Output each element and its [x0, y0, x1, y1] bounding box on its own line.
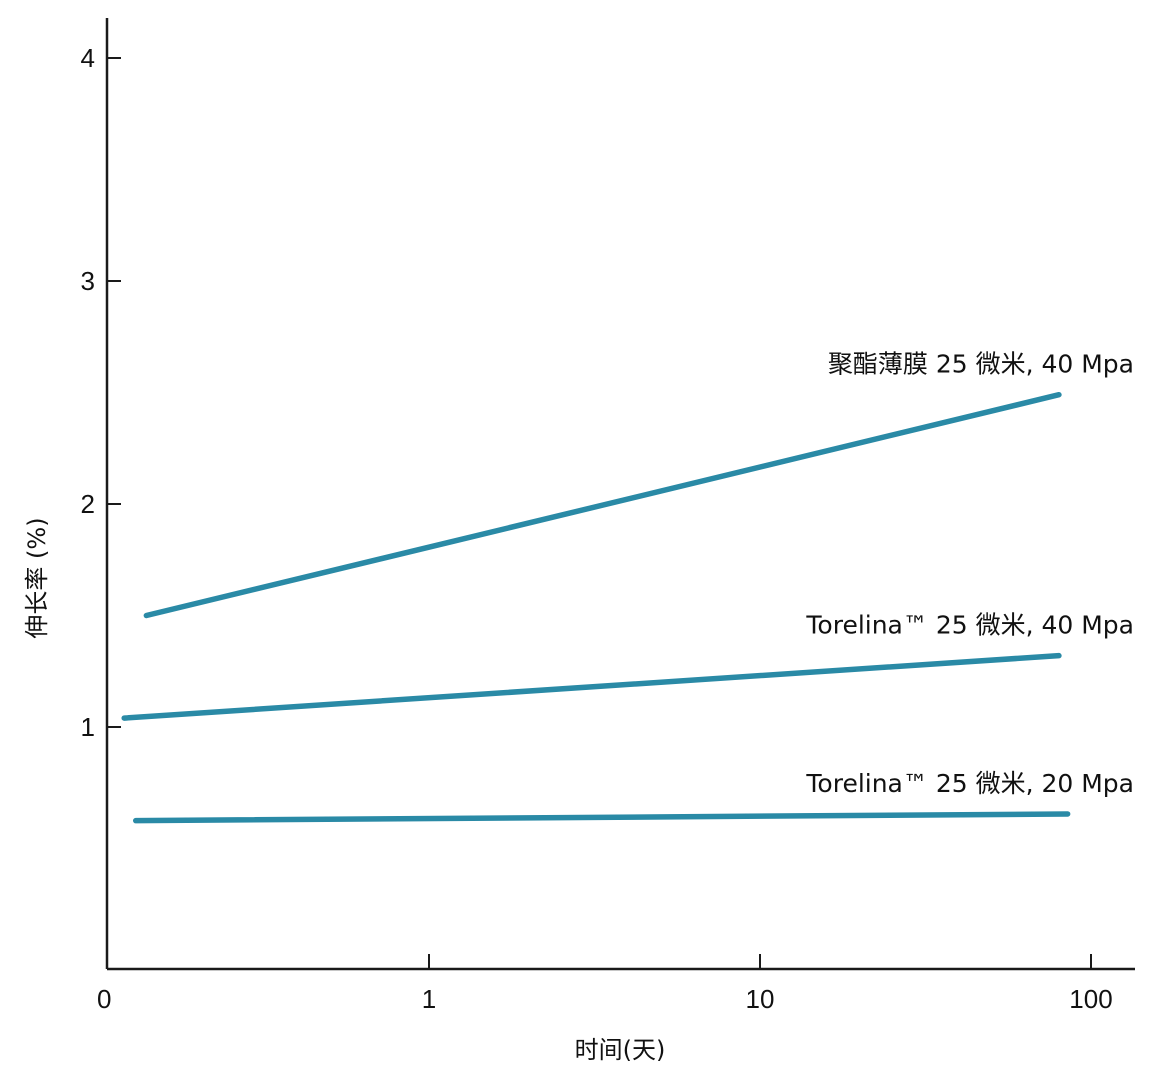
y-tick-label: 4 [81, 43, 95, 73]
series-group [121, 391, 1071, 824]
y-tick-label: 2 [81, 489, 95, 519]
axes [105, 18, 1135, 971]
x-ticks: 0 1 10 100 [97, 954, 1113, 1014]
series-line-2 [121, 652, 1062, 721]
series-label-2: Torelina™ 25 微米, 40 Mpa [805, 611, 1134, 640]
series-label-1: 聚酯薄膜 25 微米, 40 Mpa [828, 350, 1134, 379]
series-line-3 [132, 811, 1071, 824]
y-tick-label: 3 [81, 266, 95, 296]
x-tick-label: 0 [97, 984, 111, 1014]
x-tick-label: 100 [1069, 984, 1112, 1014]
x-axis-title: 时间(天) [575, 1036, 666, 1064]
y-axis-title: 伸长率 (%) [23, 517, 51, 638]
y-ticks: 1 2 3 4 [81, 43, 121, 742]
x-tick-label: 1 [422, 984, 436, 1014]
series-label-3: Torelina™ 25 微米, 20 Mpa [805, 769, 1134, 798]
series-line-1 [143, 391, 1062, 619]
y-tick-label: 1 [81, 712, 95, 742]
x-tick-label: 10 [746, 984, 775, 1014]
series-labels: 聚酯薄膜 25 微米, 40 Mpa Torelina™ 25 微米, 40 Mp… [805, 350, 1134, 798]
